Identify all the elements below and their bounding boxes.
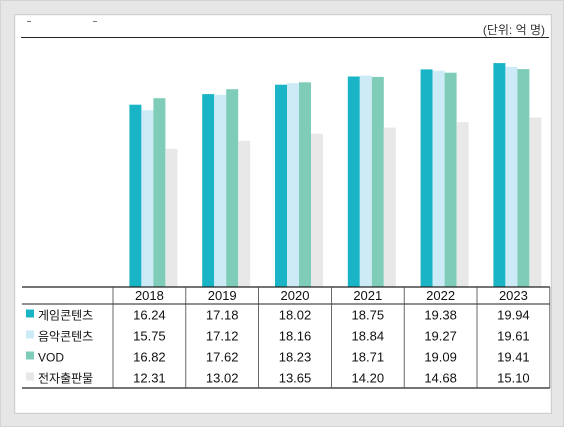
bar-1-2021 (347, 76, 360, 287)
x-tick-label: 2020 (281, 288, 310, 303)
data-label: 13.02 (206, 371, 239, 386)
legend-label: 전자출판물 (38, 372, 93, 386)
bar-2-2022 (432, 70, 445, 287)
bar-2-2021 (359, 75, 372, 287)
data-label: 19.94 (497, 308, 530, 323)
data-label: 16.82 (133, 350, 166, 365)
bar-2-2020 (287, 83, 299, 287)
legend-label: 게임콘텐츠 (38, 309, 93, 323)
data-label: 19.27 (424, 329, 457, 344)
data-label: 16.24 (133, 308, 166, 323)
data-label: 18.84 (352, 329, 385, 344)
bar-1-2020 (275, 84, 287, 287)
bar-4-2022 (456, 122, 469, 287)
bar-2-2023 (505, 66, 518, 287)
bar-4-2023 (529, 117, 542, 287)
x-tick-label: 2019 (208, 288, 237, 303)
decoration-dash (27, 21, 31, 22)
top-rule (21, 37, 549, 38)
data-label: 12.31 (133, 371, 166, 386)
bar-2-2018 (141, 110, 154, 287)
bar-3-2019 (226, 89, 239, 287)
bar-4-2020 (311, 133, 323, 287)
legend-label: 음악콘텐츠 (38, 330, 93, 344)
data-label: 19.09 (424, 350, 457, 365)
bar-1-2023 (493, 63, 506, 287)
data-label: 14.20 (352, 371, 385, 386)
data-label: 18.16 (279, 329, 312, 344)
legend-label: VOD (38, 351, 64, 365)
bar-3-2023 (517, 69, 530, 287)
bar-4-2018 (165, 148, 178, 287)
x-tick-label: 2018 (135, 288, 164, 303)
bar-1-2019 (202, 94, 215, 287)
bar-2-2019 (214, 94, 227, 287)
data-label: 15.10 (497, 371, 530, 386)
data-label: 18.71 (352, 350, 385, 365)
data-label: 17.62 (206, 350, 239, 365)
bar-3-2018 (153, 98, 166, 287)
unit-label: (단위: 억 명) (482, 23, 545, 37)
data-label: 18.23 (279, 350, 312, 365)
data-label: 18.75 (352, 308, 385, 323)
legend-swatch (26, 351, 34, 360)
bar-3-2020 (299, 82, 311, 287)
bar-4-2019 (238, 140, 251, 287)
data-label: 14.68 (424, 371, 457, 386)
legend-swatch (26, 309, 34, 318)
bar-1-2022 (420, 69, 433, 288)
x-tick-label: 2022 (426, 288, 455, 303)
data-label: 19.61 (497, 329, 530, 344)
x-tick-label: 2021 (353, 288, 382, 303)
data-label: 17.12 (206, 329, 239, 344)
data-label: 17.18 (206, 308, 239, 323)
bar-1-2018 (129, 104, 142, 287)
data-label: 19.41 (497, 350, 530, 365)
x-tick-label: 2023 (499, 288, 528, 303)
data-label: 18.02 (279, 308, 312, 323)
legend-swatch (26, 330, 34, 339)
data-label: 19.38 (424, 308, 457, 323)
bar-4-2021 (383, 127, 396, 287)
legend-swatch (26, 372, 34, 381)
data-label: 13.65 (279, 371, 312, 386)
data-label: 15.75 (133, 329, 166, 344)
decoration-dash (93, 21, 97, 22)
bar-3-2021 (371, 76, 384, 288)
bar-3-2022 (444, 72, 457, 287)
